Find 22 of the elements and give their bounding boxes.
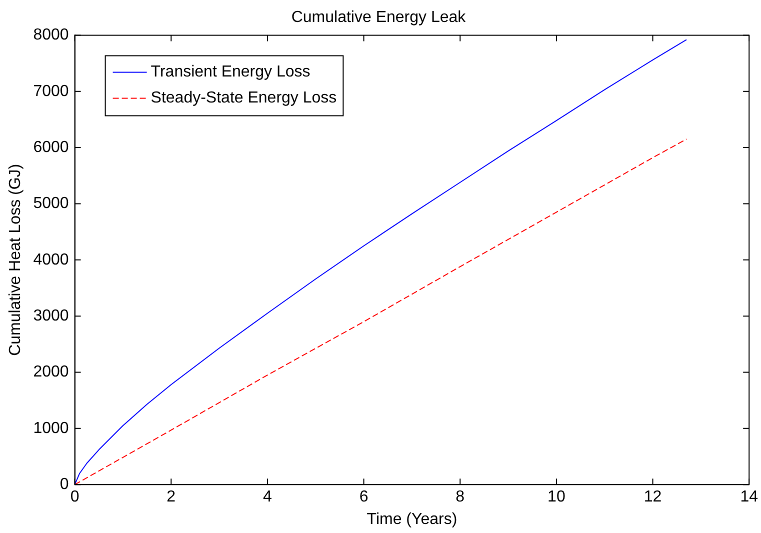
- line-series: [74, 138, 687, 485]
- y-tick-label: 3000: [33, 307, 69, 324]
- legend-label: Steady-State Energy Loss: [150, 90, 337, 107]
- y-tick-label: 4000: [33, 251, 69, 268]
- y-tick-label: 8000: [33, 26, 69, 44]
- y-tick-label: 7000: [33, 82, 69, 100]
- x-tick-label: 12: [644, 488, 662, 506]
- y-axis-title: Cumulative Heat Loss (GJ): [7, 164, 24, 356]
- x-tick-label: 6: [359, 488, 368, 506]
- y-tick-label: 2000: [33, 364, 69, 381]
- y-tick-label: 0: [60, 476, 69, 494]
- y-tick-label: 6000: [33, 138, 69, 156]
- y-tick-label: 1000: [33, 420, 69, 437]
- x-tick-label: 2: [166, 488, 176, 506]
- x-axis-title: Time (Years): [366, 510, 458, 528]
- x-tick-label: 10: [548, 488, 566, 506]
- x-tick-label: 14: [740, 488, 758, 506]
- x-tick-label: 8: [456, 488, 465, 506]
- x-tick-label: 4: [263, 488, 272, 506]
- chart-title: Cumulative Energy Leak: [291, 9, 467, 26]
- y-tick-label: 5000: [33, 195, 69, 212]
- legend-label: Transient Energy Loss: [150, 64, 310, 81]
